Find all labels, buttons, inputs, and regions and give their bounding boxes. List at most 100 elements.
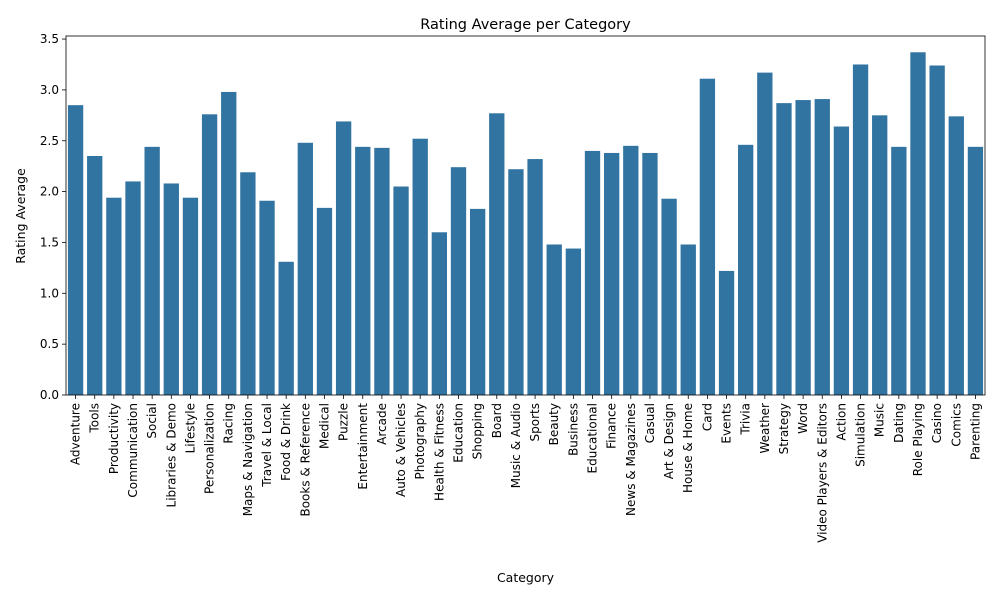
x-tick-label: Lifestyle [183,403,197,453]
bar [297,142,313,395]
bar [221,91,237,395]
bar [642,152,658,395]
bar [680,244,696,395]
bar [584,150,601,395]
x-tick-label: Card [700,403,714,431]
bar [355,146,371,395]
x-tick-label: News & Magazines [624,403,638,516]
bar [852,64,869,395]
bar [699,78,716,396]
bar [910,52,926,396]
bar [106,197,122,395]
bar [661,198,677,395]
x-tick-label: Maps & Navigation [241,403,255,516]
x-tick-label: Medical [317,403,331,449]
bar [163,183,179,395]
x-tick-label: Finance [605,403,619,449]
bar [489,113,505,396]
bar [967,146,984,395]
x-tick-label: Adventure [69,403,83,465]
bar [508,169,524,395]
bar [718,270,735,395]
x-tick-label: Board [490,403,504,438]
x-tick-label: Comics [949,403,963,447]
y-tick-label: 2.0 [40,185,59,199]
x-tick-label: Action [834,403,848,441]
x-tick-label: Communication [126,403,140,498]
x-tick-label: Puzzle [337,403,351,441]
bar [393,186,409,395]
x-tick-label: Music [873,403,887,437]
y-tick-label: 3.0 [40,83,59,97]
x-tick-label: Strategy [777,403,791,454]
bar [316,207,333,395]
plot-frame [65,35,986,396]
x-tick-label: Dating [892,403,906,443]
x-tick-label: Art & Design [662,403,676,479]
bar [738,144,754,395]
bar [814,99,830,395]
bar [278,261,294,395]
bar [603,152,620,395]
x-tick-label: Auto & Vehicles [394,403,408,497]
x-tick-label: Education [451,403,465,463]
x-tick-label: Racing [222,403,236,444]
bar [948,116,964,395]
x-tick-label: Photography [413,403,427,479]
bar [929,65,945,395]
bar [201,114,218,396]
bar [87,156,103,395]
y-axis-label: Rating Average [13,168,28,264]
x-tick-label: Arcade [375,403,389,445]
bar [450,167,467,395]
x-tick-label: Video Players & Editors [815,403,829,543]
bar [469,208,486,395]
bar [623,145,639,395]
x-axis-label: Category [497,570,555,585]
bar [182,197,199,395]
x-tick-label: Educational [586,403,600,473]
bar [891,146,907,395]
x-axis-ticks: Adventure Tools Productivity Communication S… [69,395,982,543]
x-tick-label: Casual [643,403,657,443]
x-tick-label: Productivity [107,403,121,474]
x-tick-label: Health & Fitness [432,403,446,501]
bar [144,146,160,395]
x-tick-label: Role Playing [911,403,925,476]
x-tick-label: Libraries & Demo [164,403,178,507]
x-tick-label: Social [145,403,159,439]
x-tick-label: Music & Audio [509,403,523,488]
x-tick-label: Entertainment [356,403,370,490]
x-tick-label: House & Home [681,403,695,493]
y-tick-label: 1.5 [40,235,59,249]
bar [527,159,543,395]
bar [757,72,773,395]
x-tick-label: Trivia [739,403,753,436]
x-tick-label: Books & Reference [298,403,312,517]
bar [795,100,811,395]
bar [546,244,562,395]
bars-group [67,52,984,396]
bar [412,138,428,395]
x-tick-label: Weather [758,403,772,454]
chart-title: Rating Average per Category [420,17,631,33]
y-tick-label: 3.5 [40,32,59,46]
x-tick-label: Beauty [547,403,561,445]
x-tick-label: Shopping [471,403,485,459]
x-tick-label: Simulation [854,403,868,467]
x-tick-label: Sports [528,403,542,441]
bar [872,115,888,396]
bar [259,200,275,395]
x-tick-label: Casino [930,403,944,443]
y-tick-label: 1.0 [40,286,59,300]
bar [240,172,256,395]
y-axis-ticks: 0.0 0.5 1.0 1.5 2.0 2.5 3.0 3.5 [40,32,66,402]
bar [67,105,84,395]
x-tick-label: Personalization [203,403,217,494]
y-tick-label: 0.5 [40,337,59,351]
axes-frame [65,35,986,396]
bar [776,103,792,395]
bar [125,181,141,395]
